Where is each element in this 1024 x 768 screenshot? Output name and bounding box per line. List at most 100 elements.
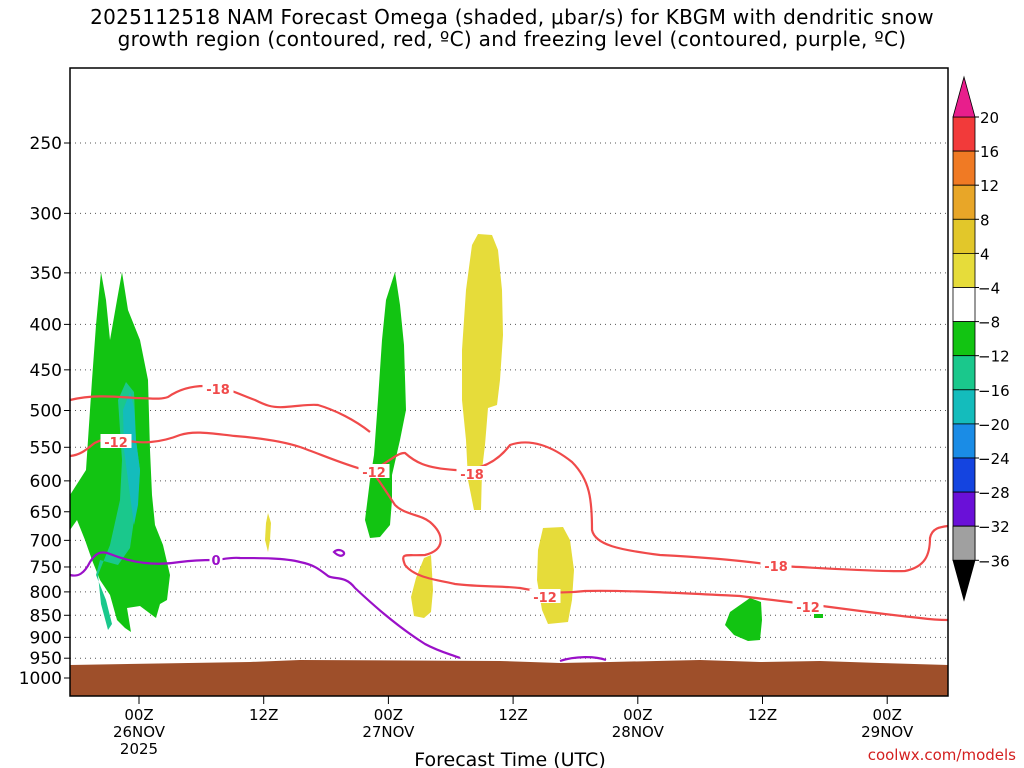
y-tick-label: 350 bbox=[30, 264, 62, 284]
contour-label: -18 bbox=[460, 468, 484, 483]
y-axis: 2503003504004505005506006507007508008509… bbox=[19, 134, 70, 689]
colorbar-tick-label: −20 bbox=[978, 416, 1010, 434]
y-tick-label: 300 bbox=[30, 204, 62, 224]
colorbar-tick-label: −4 bbox=[978, 280, 1000, 298]
dendritic-growth-contours bbox=[69, 384, 949, 622]
colorbar-tick-label: 20 bbox=[980, 109, 999, 127]
y-tick-label: 900 bbox=[30, 628, 62, 648]
colorbar-tick-label: 8 bbox=[980, 211, 990, 229]
contour-label: -12 bbox=[533, 591, 557, 606]
x-axis-title: Forecast Time (UTC) bbox=[414, 749, 605, 768]
colorbar-bin bbox=[952, 150, 976, 186]
colorbar-bin bbox=[952, 116, 976, 152]
contour-minus12-west bbox=[69, 431, 949, 573]
y-tick-label: 250 bbox=[30, 134, 62, 154]
colorbar-bin bbox=[952, 355, 976, 391]
freezing-level-blob bbox=[332, 548, 346, 557]
colorbar-bin bbox=[952, 218, 976, 254]
terrain-ground bbox=[70, 660, 948, 696]
x-tick-label: 12Z bbox=[249, 706, 278, 724]
x-tick-date: 29NOV bbox=[861, 723, 914, 741]
contour-label: 0 bbox=[211, 554, 220, 569]
y-tick-label: 550 bbox=[30, 438, 62, 458]
chart-title: 2025112518 NAM Forecast Omega (shaded, μ… bbox=[0, 6, 1024, 50]
y-tick-label: 1000 bbox=[19, 669, 62, 689]
colorbar-tick-label: −16 bbox=[978, 382, 1010, 400]
x-tick-label: 12Z bbox=[498, 706, 527, 724]
colorbar-bin bbox=[952, 287, 976, 322]
omega-region-cyan-26nov bbox=[123, 392, 140, 525]
freezing-level-line bbox=[69, 551, 461, 660]
colorbar-tick-label: −8 bbox=[978, 314, 1000, 332]
y-tick-label: 600 bbox=[30, 472, 62, 492]
colorbar-bin bbox=[952, 252, 976, 288]
x-tick-label: 00Z bbox=[124, 706, 153, 724]
title-line-1: 2025112518 NAM Forecast Omega (shaded, μ… bbox=[90, 5, 934, 29]
contour-label: -18 bbox=[764, 560, 788, 575]
omega-region-yellow-lower-b bbox=[537, 527, 574, 624]
colorbar-bin bbox=[952, 321, 976, 357]
omega-region-green-28nov bbox=[725, 598, 762, 641]
omega-region-green-26nov bbox=[70, 272, 170, 632]
colorbar-tick-label: −12 bbox=[978, 348, 1010, 366]
contour-label-bg bbox=[456, 466, 488, 480]
colorbar-tick-label: 16 bbox=[980, 143, 999, 161]
x-tick-date: 28NOV bbox=[612, 723, 665, 741]
contour-lower-loop bbox=[369, 469, 949, 622]
contour-labels: -18 -12 -12 -18 -18 -12 -12 0 bbox=[100, 381, 824, 616]
credit-text: coolwx.com/models bbox=[867, 746, 1016, 764]
colorbar-tick-label: −28 bbox=[978, 484, 1010, 502]
colorbar-under-triangle bbox=[952, 559, 976, 602]
y-tick-label: 400 bbox=[30, 315, 62, 335]
plot-frame bbox=[69, 67, 949, 697]
colorbar-bin bbox=[952, 525, 976, 561]
y-tick-label: 950 bbox=[30, 649, 62, 669]
colorbar-bin bbox=[952, 423, 976, 459]
colorbar-tick-label: 4 bbox=[980, 245, 990, 263]
freezing-level-contours bbox=[69, 548, 607, 663]
x-tick-label: 00Z bbox=[374, 706, 403, 724]
contour-label-bg bbox=[358, 464, 390, 478]
x-tick-label: 12Z bbox=[748, 706, 777, 724]
x-tick-label: 00Z bbox=[873, 706, 902, 724]
freezing-level-hump bbox=[559, 656, 607, 663]
colorbar-bin bbox=[952, 491, 976, 527]
x-tick-date: 26NOV bbox=[113, 723, 166, 741]
x-tick-year: 2025 bbox=[120, 740, 158, 758]
colorbar-tick-label: −32 bbox=[978, 518, 1010, 536]
colorbar-bin bbox=[952, 389, 976, 425]
y-tick-label: 500 bbox=[30, 402, 62, 422]
contour-label-bg bbox=[792, 599, 824, 613]
omega-region-yellow-small bbox=[265, 513, 271, 552]
y-tick-label: 750 bbox=[30, 558, 62, 578]
y-tick-label: 850 bbox=[30, 606, 62, 626]
grid-lines bbox=[70, 142, 948, 659]
colorbar-tick-label: −36 bbox=[978, 552, 1010, 570]
title-line-2: growth region (contoured, red, ºC) and f… bbox=[117, 27, 907, 51]
contour-label: -12 bbox=[796, 601, 820, 616]
x-tick-label: 00Z bbox=[623, 706, 652, 724]
y-tick-label: 800 bbox=[30, 583, 62, 603]
contour-label-bg bbox=[760, 558, 792, 572]
omega-region-green-27nov bbox=[365, 272, 406, 538]
colorbar-tick-label: 12 bbox=[980, 177, 999, 195]
contour-label: -12 bbox=[104, 436, 128, 451]
omega-region-green-speck bbox=[814, 614, 823, 618]
contour-label: -12 bbox=[362, 466, 386, 481]
omega-region-yellow-upper bbox=[462, 234, 503, 510]
colorbar: 20 16 12 8 4 −4 −8 −12 −16 −20 −24 −28 −32 −36 bbox=[952, 75, 1010, 602]
contour-label: -18 bbox=[206, 383, 230, 398]
colorbar-bin bbox=[952, 457, 976, 493]
y-tick-label: 450 bbox=[30, 361, 62, 381]
colorbar-over-triangle bbox=[952, 75, 976, 118]
shaded-omega-regions bbox=[70, 234, 823, 641]
contour-label-bg bbox=[209, 552, 223, 566]
omega-region-yellow-lower-a bbox=[411, 555, 433, 618]
y-tick-label: 700 bbox=[30, 531, 62, 551]
y-tick-label: 650 bbox=[30, 503, 62, 523]
colorbar-tick-label: −24 bbox=[978, 450, 1010, 468]
colorbar-bin bbox=[952, 184, 976, 220]
x-tick-date: 27NOV bbox=[362, 723, 415, 741]
